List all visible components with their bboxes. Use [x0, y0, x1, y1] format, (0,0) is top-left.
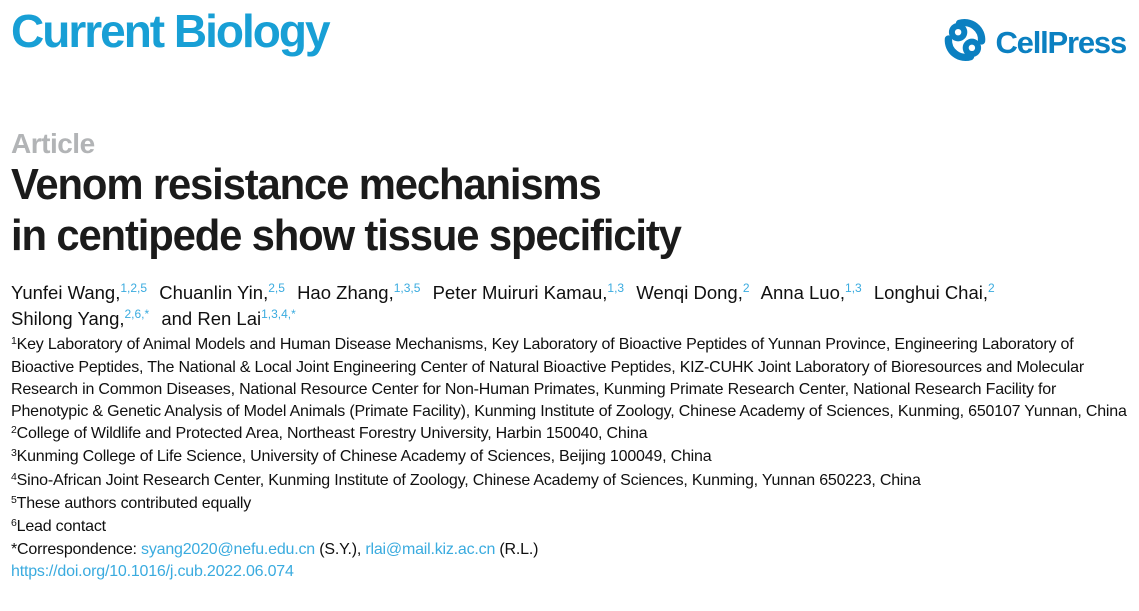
- author-list: Yunfei Wang,1,2,5 Chuanlin Yin,2,5 Hao Z…: [11, 281, 1131, 333]
- lead-contact-note: 6Lead contact: [11, 516, 106, 535]
- author-affil-superscript: 1,3: [845, 281, 862, 295]
- author: Peter Muiruri Kamau,1,3: [432, 281, 625, 303]
- author-affil-superscript: 2,6,*: [124, 307, 150, 321]
- author: Yunfei Wang,1,2,5: [11, 281, 148, 303]
- cellpress-logo: CellPress: [942, 17, 1127, 68]
- author-affil-superscript: 1,3: [607, 281, 625, 295]
- affiliation-4: 4Sino-African Joint Research Center, Kun…: [11, 470, 921, 489]
- author: Shilong Yang,2,6,*: [11, 307, 150, 329]
- paper-title: Venom resistance mechanisms in centipede…: [11, 159, 682, 261]
- author: Anna Luo,1,3: [760, 281, 862, 303]
- correspondence-line: *Correspondence: syang2020@nefu.edu.cn (…: [11, 540, 539, 558]
- correspondence-email-1[interactable]: syang2020@nefu.edu.cn: [141, 540, 315, 558]
- journal-title: Current Biology: [11, 5, 331, 57]
- author: and Ren Lai1,3,4,*: [161, 307, 296, 329]
- affiliations-block: 1Key Laboratory of Animal Models and Hum…: [11, 334, 1131, 583]
- author-affil-superscript: 1,3,4,*: [261, 307, 296, 321]
- affiliation-superscript: 1: [11, 335, 17, 347]
- author: Chuanlin Yin,2,5: [159, 281, 285, 303]
- affiliation-3: 3Kunming College of Life Science, Univer…: [11, 447, 712, 466]
- affiliation-superscript: 2: [11, 424, 17, 437]
- author-line-2: Shilong Yang,2,6,* and Ren Lai1,3,4,*: [11, 307, 1131, 333]
- author-affil-superscript: 2: [988, 281, 995, 295]
- paper-title-line-2: in centipede show tissue specificity: [11, 211, 682, 260]
- author: Longhui Chai,2: [873, 281, 995, 303]
- footnote-superscript: 5: [11, 493, 17, 506]
- footnote-superscript: 6: [11, 516, 17, 529]
- author: Hao Zhang,1,3,5: [297, 281, 421, 303]
- author-line-1: Yunfei Wang,1,2,5 Chuanlin Yin,2,5 Hao Z…: [11, 281, 1131, 307]
- author-affil-superscript: 1,2,5: [120, 281, 148, 295]
- correspondence-email-2[interactable]: rlai@mail.kiz.ac.cn: [365, 540, 496, 558]
- correspondence-label: *Correspondence:: [11, 540, 142, 558]
- affiliation-superscript: 4: [11, 470, 17, 483]
- article-type-label: Article: [11, 128, 95, 159]
- author-affil-superscript: 2,5: [268, 281, 285, 295]
- affiliation-1: 1Key Laboratory of Animal Models and Hum…: [11, 335, 1127, 421]
- doi-link[interactable]: https://doi.org/10.1016/j.cub.2022.06.07…: [11, 562, 294, 580]
- author-affil-superscript: 1,3,5: [393, 281, 421, 295]
- equal-contribution-note: 5These authors contributed equally: [11, 493, 252, 512]
- author-affil-superscript: 2: [742, 281, 750, 295]
- affiliation-superscript: 3: [11, 447, 17, 460]
- affiliation-2: 2College of Wildlife and Protected Area,…: [11, 424, 648, 443]
- doi-line: https://doi.org/10.1016/j.cub.2022.06.07…: [11, 561, 1131, 583]
- cellpress-swirl-icon: [942, 17, 988, 68]
- author: Wenqi Dong,2: [636, 281, 750, 303]
- cellpress-wordmark: CellPress: [995, 24, 1127, 60]
- paper-title-line-1: Venom resistance mechanisms: [11, 160, 602, 209]
